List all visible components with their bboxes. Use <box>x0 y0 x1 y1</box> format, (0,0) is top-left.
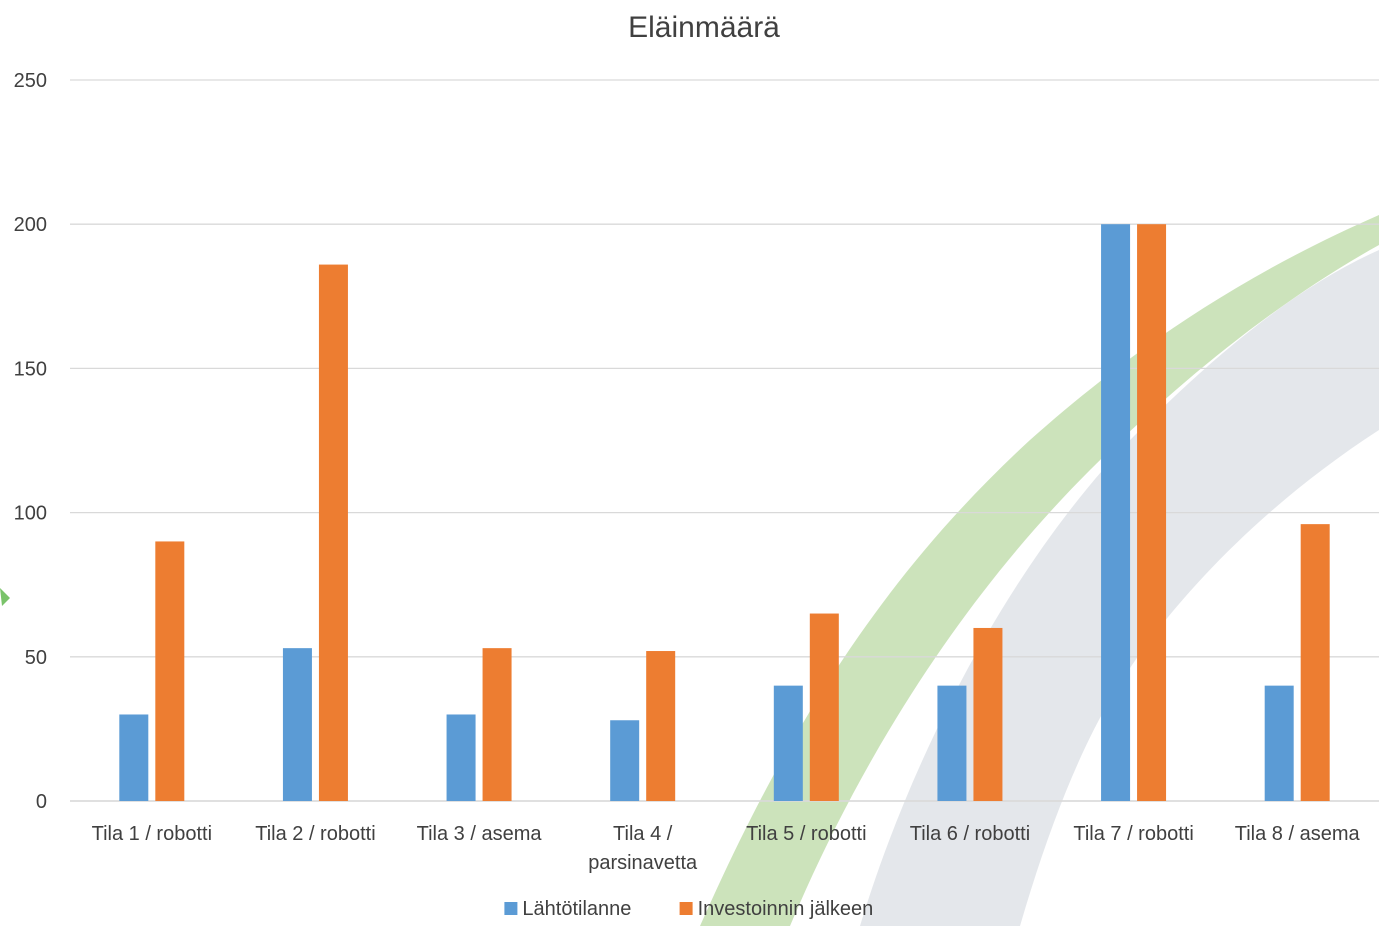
x-tick-label: Tila 4 / <box>613 823 673 845</box>
bar <box>773 685 803 801</box>
legend-label: Investoinnin jälkeen <box>698 898 874 920</box>
x-tick-label: Tila 1 / robotti <box>92 823 212 845</box>
y-tick-label: 100 <box>14 503 47 525</box>
bar <box>937 685 967 801</box>
bar <box>482 648 512 801</box>
x-tick-label: parsinavetta <box>588 852 698 874</box>
chart-title: Eläinmäärä <box>628 11 780 44</box>
watermark-left-arrow <box>0 588 10 606</box>
y-tick-label: 50 <box>25 647 47 669</box>
legend-swatch <box>504 902 518 915</box>
x-tick-label: Tila 6 / robotti <box>910 823 1030 845</box>
legend-swatch <box>679 902 693 915</box>
bar <box>1137 224 1167 801</box>
bar <box>809 613 839 801</box>
watermark-green-shape <box>700 215 1379 926</box>
bar <box>610 720 640 801</box>
x-tick-label: Tila 8 / asema <box>1235 823 1361 845</box>
chart-legend: Lähtötilanne Investoinnin jälkeen <box>504 898 873 920</box>
bar <box>282 648 312 801</box>
x-tick-label: Tila 5 / robotti <box>746 823 866 845</box>
y-tick-label: 150 <box>14 358 47 380</box>
bar <box>973 627 1003 801</box>
bar <box>155 541 185 801</box>
bar <box>646 651 676 801</box>
bar <box>1300 524 1330 801</box>
legend-label: Lähtötilanne <box>522 898 631 920</box>
bar <box>1264 685 1294 801</box>
x-tick-label: Tila 2 / robotti <box>255 823 375 845</box>
y-tick-label: 250 <box>14 70 47 92</box>
x-tick-label: Tila 7 / robotti <box>1073 823 1193 845</box>
y-tick-label: 0 <box>36 791 47 813</box>
watermark-swoosh <box>0 215 1379 926</box>
x-tick-label: Tila 3 / asema <box>417 823 543 845</box>
bar <box>1101 224 1131 801</box>
y-tick-label: 200 <box>14 214 47 236</box>
bar <box>119 714 149 801</box>
bar <box>318 264 348 801</box>
bar <box>446 714 476 801</box>
